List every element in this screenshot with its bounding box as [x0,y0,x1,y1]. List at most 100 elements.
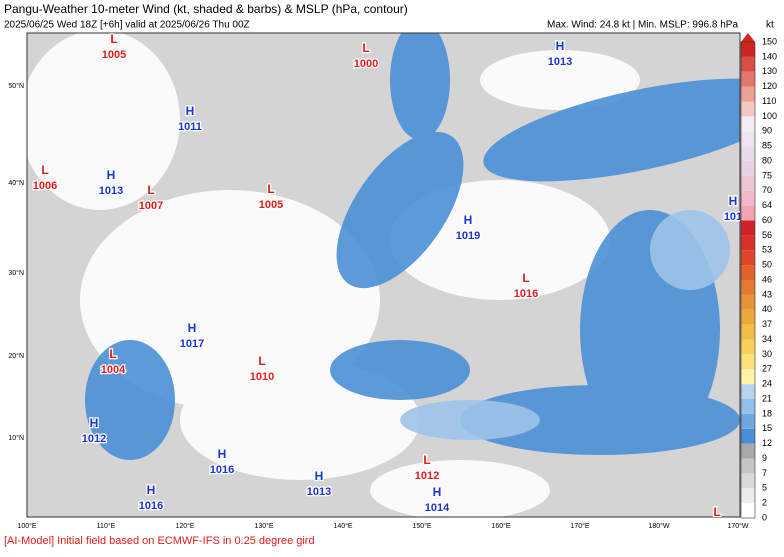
center-value: 1012 [415,470,439,482]
colorbar-label: 24 [762,379,772,389]
center-value: 1019 [456,230,480,242]
colorbar-segment [741,443,755,459]
colorbar-segment [741,399,755,414]
colorbar-segment [741,220,755,236]
colorbar-label: 70 [762,185,772,195]
center-value: 1013 [307,486,331,498]
colorbar-segment [741,190,755,206]
colorbar-segment [741,86,755,102]
title: Pangu-Weather 10-meter Wind (kt, shaded … [4,2,408,16]
colorbar-label: 140 [762,51,777,61]
lat-label: 30°N [8,269,24,277]
center-value: 1004 [101,364,126,376]
colorbar-segment [741,161,755,176]
map [27,33,740,517]
colorbar-segment [741,56,755,72]
lat-label: 20°N [8,352,24,360]
lon-label: 180°W [648,522,669,530]
lon-label: 130°E [254,522,273,530]
center-type: H [90,416,99,430]
colorbar-segment [741,42,755,57]
colorbar-label: 37 [762,319,772,329]
colorbar-unit: kt [766,20,774,31]
center-value: 1011 [178,121,202,133]
center-type: H [556,39,565,53]
colorbar-label: 12 [762,438,772,448]
colorbar-segment [741,384,755,399]
center-type: L [522,271,529,285]
center-type: H [729,194,738,208]
colorbar-segment [741,205,755,221]
colorbar-label: 34 [762,334,772,344]
colorbar-segment [741,71,755,87]
lon-label: 140°E [333,522,352,530]
center-type: H [188,321,197,335]
center-type: L [110,32,117,46]
colorbar-label: 18 [762,408,772,418]
colorbar-arrow [741,33,755,42]
center-value: 1016 [210,464,234,476]
center-value: 1014 [425,502,450,514]
center-type: L [41,163,48,177]
center-value: 1016 [514,288,538,300]
colorbar-label: 43 [762,289,772,299]
colorbar-segment [741,280,755,295]
pressure-centers: L 1005 L 1000 H 1013 H 1011 L 1006 H 1013 L 1007 L 1005… [32,32,740,517]
footer: [AI-Model] Initial field based on ECMWF-… [4,535,315,547]
stats: Max. Wind: 24.8 kt | Min. MSLP: 996.8 hP… [547,20,738,31]
colorbar-label: 150 [762,36,777,46]
lon-label: 100°E [17,522,36,530]
lon-label: 170°E [570,522,589,530]
center-value: 1016 [139,500,163,512]
colorbar-label: 100 [762,111,777,121]
colorbar-segment [741,413,755,429]
colorbar-segment [741,324,755,340]
center-type: L [258,354,265,368]
center-value: 1000 [354,58,378,70]
colorbar-segment [741,369,755,385]
colorbar-label: 50 [762,260,772,270]
colorbar-segment [741,354,755,370]
center-type: L [109,347,116,361]
center-value: 1007 [139,200,163,212]
colorbar-label: 80 [762,155,772,165]
center-value: 1010 [250,371,274,383]
colorbar-label: 130 [762,66,777,76]
colorbar-segment [741,503,755,518]
colorbar-label: 40 [762,304,772,314]
colorbar-label: 7 [762,468,767,478]
colorbar-segment [741,116,755,132]
lat-label: 40°N [8,179,24,187]
colorbar-label: 2 [762,498,767,508]
colorbar-label: 56 [762,230,772,240]
center-type: H [315,469,324,483]
subtitle: 2025/06/25 Wed 18Z [+6h] valid at 2025/0… [4,20,250,31]
colorbar-segment [741,339,755,355]
colorbar-label: 85 [762,141,772,151]
colorbar-segment [741,235,755,251]
colorbar-segment [741,175,755,191]
center-value: 1006 [33,180,57,192]
center-type: H [464,213,473,227]
colorbar-label: 0 [762,512,767,522]
lon-label: 120°E [175,522,194,530]
center-type: L [362,41,369,55]
lat-label: 50°N [8,82,24,90]
colorbar-label: 27 [762,364,772,374]
center-type: H [186,104,195,118]
colorbar-segment [741,458,755,474]
lat-label: 10°N [8,434,24,442]
center-value: 1012 [82,433,106,445]
colorbar-label: 110 [762,96,776,106]
colorbar-segment [741,265,755,280]
center-type: L [423,453,430,467]
center-value: 1005 [259,199,283,211]
colorbar-segment [741,131,755,147]
colorbar-label: 5 [762,483,767,493]
colorbar-label: 9 [762,453,767,463]
center-type: L [267,182,274,196]
center-type: H [433,485,442,499]
center-type: H [107,168,116,182]
